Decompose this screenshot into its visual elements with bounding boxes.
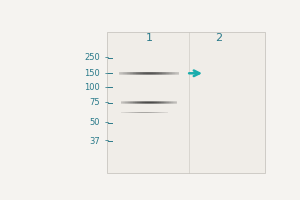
Text: 37: 37 xyxy=(89,137,100,146)
Text: –: – xyxy=(105,118,109,127)
Text: –: – xyxy=(105,69,109,78)
Text: 250: 250 xyxy=(85,53,100,62)
Text: 50: 50 xyxy=(90,118,100,127)
Bar xyxy=(107,32,266,173)
Text: 75: 75 xyxy=(90,98,100,107)
Text: –: – xyxy=(105,137,109,146)
Text: –: – xyxy=(105,83,109,92)
Text: 2: 2 xyxy=(215,33,222,43)
Text: 1: 1 xyxy=(146,33,153,43)
Text: 150: 150 xyxy=(85,69,100,78)
Text: –: – xyxy=(105,53,109,62)
Text: –: – xyxy=(105,98,109,107)
Text: 100: 100 xyxy=(85,83,100,92)
